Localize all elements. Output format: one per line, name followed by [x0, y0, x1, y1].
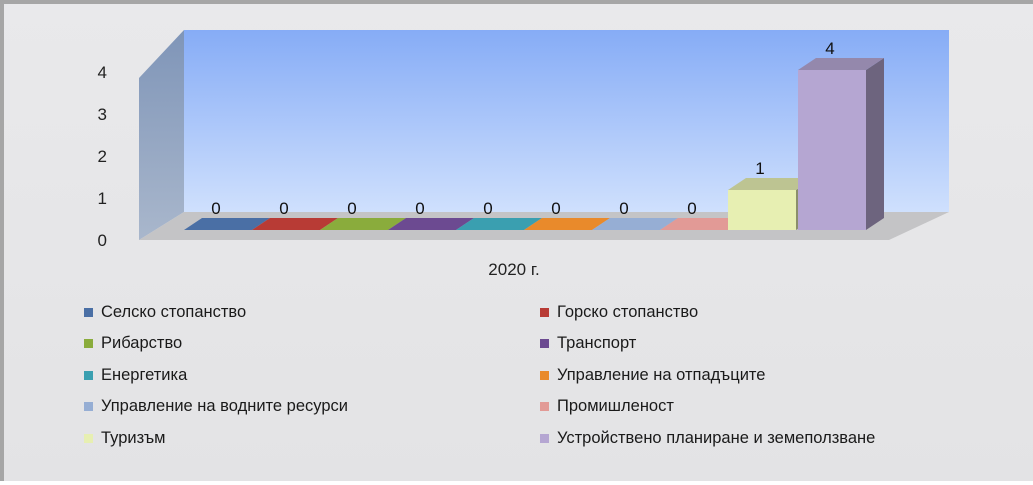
bar [660, 218, 746, 230]
legend-label: Транспорт [557, 334, 637, 352]
data-label: 0 [687, 199, 696, 218]
legend-swatch [540, 433, 549, 443]
legend-swatch [84, 339, 93, 348]
bar [456, 218, 542, 230]
bars [184, 58, 884, 230]
y-axis: 0 1 2 3 4 [98, 63, 107, 250]
legend-item: Управление на водните ресурси [84, 395, 348, 419]
y-tick-label: 1 [98, 189, 107, 208]
legend-label: Промишленост [557, 397, 674, 415]
legend-label: Енергетика [101, 365, 188, 384]
bar-top [660, 218, 746, 230]
bar-front [728, 190, 796, 230]
legend-swatch [84, 433, 93, 443]
legend-item: Енергетика [84, 363, 187, 387]
legend-swatch [540, 307, 549, 317]
side-wall [139, 30, 184, 240]
bar-top [592, 218, 678, 230]
bar [592, 218, 678, 230]
bar-top [184, 218, 270, 230]
legend-swatch [540, 402, 549, 411]
y-tick-label: 3 [98, 105, 107, 124]
legend-swatch [540, 370, 549, 380]
legend-item: Туризъм [84, 426, 165, 450]
bar-top [728, 178, 814, 190]
bar-side [866, 58, 884, 230]
legend-label: Селско стопанство [101, 302, 247, 321]
bar [252, 218, 338, 230]
legend-item: Управление на отпадъците [540, 363, 765, 387]
bar-top [798, 58, 884, 70]
y-tick-label: 4 [98, 63, 107, 82]
legend-label: Управление на водните ресурси [101, 397, 348, 415]
legend-item: Устройствено планиране и земеползване [540, 426, 875, 450]
legend-item: Промишленост [540, 395, 674, 419]
legend-label: Туризъм [101, 428, 166, 447]
legend-label: Горско стопанство [557, 302, 699, 321]
bar [388, 218, 474, 230]
legend-swatch [84, 402, 93, 411]
bar-top [524, 218, 610, 230]
data-label: 0 [211, 199, 220, 218]
legend-item: Селско стопанство [84, 300, 246, 324]
legend-swatch [84, 307, 93, 317]
legend-label: Рибарство [101, 334, 183, 352]
y-tick-label: 0 [98, 231, 107, 250]
legend-item: Рибарство [84, 332, 182, 356]
bar-top [388, 218, 474, 230]
bar-top [252, 218, 338, 230]
legend-swatch [84, 370, 93, 380]
data-labels: 0 0 0 0 0 0 0 0 1 4 [211, 39, 834, 218]
legend-item: Горско стопанство [540, 300, 698, 324]
back-wall [184, 30, 949, 212]
legend-label: Управление на отпадъците [557, 365, 766, 384]
data-label: 0 [551, 199, 560, 218]
data-label: 0 [483, 199, 492, 218]
bar-top [320, 218, 406, 230]
legend-label: Устройствено планиране и земеползване [557, 428, 876, 447]
bar [798, 58, 884, 230]
data-label: 4 [825, 39, 834, 58]
bar [320, 218, 406, 230]
bar [184, 218, 270, 230]
bar-top [456, 218, 542, 230]
x-tick-label: 2020 г. [488, 260, 539, 279]
data-label: 0 [279, 199, 288, 218]
y-tick-label: 2 [98, 147, 107, 166]
data-label: 0 [619, 199, 628, 218]
bar-front [798, 70, 866, 230]
legend-item: Транспорт [540, 332, 636, 356]
data-label: 1 [755, 159, 764, 178]
chart-area: 0 1 2 3 4 0 0 0 0 0 0 0 0 1 4 2020 г. [98, 30, 949, 279]
data-label: 0 [415, 199, 424, 218]
legend-swatch [540, 339, 549, 348]
data-label: 0 [347, 199, 356, 218]
bar [524, 218, 610, 230]
